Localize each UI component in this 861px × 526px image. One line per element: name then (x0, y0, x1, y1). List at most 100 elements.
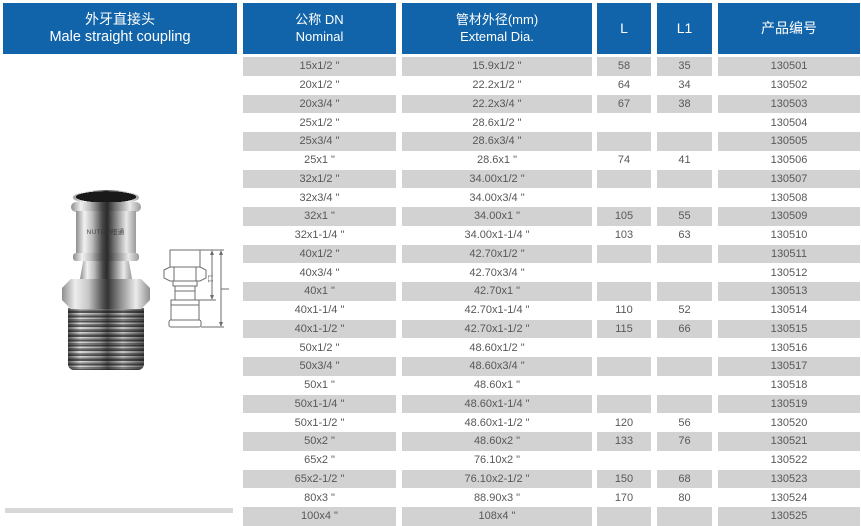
cell-code: 130515 (718, 319, 860, 339)
cell-external: 34.00x1-1/4 " (464, 229, 530, 242)
cell-nominal: 40x1-1/4 " (294, 304, 345, 317)
cell-l1 (657, 507, 712, 526)
cell-l1 (657, 169, 712, 189)
cell-external: 108x4 " (402, 507, 592, 526)
cell-nominal: 20x1/2 " (299, 79, 340, 92)
table-row: 32x1 " 34.00x1 " 105 55 130509 (0, 207, 861, 226)
cell-nominal: 40x1/2 " (243, 244, 396, 264)
cell-code: 130519 (718, 394, 860, 414)
cell-l: 103 (614, 229, 634, 242)
product-image-panel: NUTOP纽通 (0, 54, 240, 526)
cell-nominal: 65x2 " (304, 454, 335, 467)
table-row: 40x1-1/2 " 42.70x1-1/2 " 115 66 130515 (0, 319, 861, 339)
cell-l1: 41 (678, 154, 691, 167)
cell-l1: 63 (678, 229, 691, 242)
cell-external: 48.60x3/4 " (402, 357, 592, 376)
product-title-header: 外牙直接头 Male straight coupling (3, 3, 237, 54)
cell-l: 115 (597, 319, 651, 339)
cell-code: 130509 (718, 207, 860, 226)
cell-l1 (657, 113, 712, 132)
table-row: 50x1 " 48.60x1 " 130518 (0, 376, 861, 395)
cell-nominal: 32x3/4 " (299, 191, 340, 204)
cell-external: 48.60x1-1/4 " (402, 394, 592, 414)
cell-code: 130520 (770, 416, 808, 429)
cell-nominal: 50x1-1/4 " (243, 394, 396, 414)
cell-code: 130505 (718, 132, 860, 151)
cell-nominal: 80x3 " (304, 491, 335, 504)
cell-l1: 66 (657, 319, 712, 339)
cell-nominal: 32x1/2 " (243, 169, 396, 189)
cell-l1 (657, 394, 712, 414)
cell-l1: 55 (657, 207, 712, 226)
cell-l: 67 (597, 94, 651, 114)
table-row: 40x1/2 " 42.70x1/2 " 130511 (0, 244, 861, 264)
fitting-press-opening (73, 190, 139, 205)
cell-nominal: 50x1/2 " (299, 341, 340, 354)
cell-l: 170 (614, 491, 634, 504)
cell-code: 130525 (718, 507, 860, 526)
dimension-drawing: L1 (163, 249, 229, 328)
cell-l (597, 357, 651, 376)
cell-external: 22.2x1/2 " (472, 79, 522, 92)
dimension-label-l1: L1 (206, 275, 213, 283)
cell-l1: 76 (657, 432, 712, 451)
cell-external: 48.60x1 " (473, 379, 521, 392)
table-row: 40x3/4 " 42.70x3/4 " 130512 (0, 263, 861, 282)
column-header-external-dia: 管材外径(mm) Extemal Dia. (402, 3, 592, 54)
cell-l (597, 188, 651, 207)
cell-l (597, 113, 651, 132)
cell-nominal: 32x1-1/4 " (294, 229, 345, 242)
column-header-nominal: 公称 DN Nominal (243, 3, 396, 54)
cell-nominal: 50x2 " (243, 432, 396, 451)
table-row: 80x3 " 88.90x3 " 170 80 130524 (0, 488, 861, 507)
cell-l: 133 (597, 432, 651, 451)
cell-l1: 56 (678, 416, 691, 429)
cell-l1: 34 (678, 79, 691, 92)
cell-external: 48.60x2 " (402, 432, 592, 451)
table-row: 25x3/4 " 28.6x3/4 " 130505 (0, 132, 861, 151)
column-header-l1: L1 (657, 3, 712, 54)
cell-l: 74 (617, 154, 631, 167)
cell-l: 105 (597, 207, 651, 226)
cell-l: 150 (597, 469, 651, 489)
cell-nominal: 25x1 " (304, 154, 335, 167)
cell-l (597, 282, 651, 301)
cell-l1: 38 (657, 94, 712, 114)
column-header-external-cn: 管材外径(mm) (455, 11, 539, 27)
cell-code: 130518 (770, 379, 808, 392)
cell-l1 (657, 188, 712, 207)
cell-l (597, 244, 651, 264)
cell-code: 130524 (770, 491, 808, 504)
cell-external: 34.00x1/2 " (402, 169, 592, 189)
cell-l (597, 338, 651, 357)
cell-l1: 35 (657, 57, 712, 76)
table-row: 32x1/2 " 34.00x1/2 " 130507 (0, 169, 861, 189)
cell-code: 130523 (718, 469, 860, 489)
cell-nominal: 50x1-1/2 " (294, 416, 345, 429)
cell-l1 (657, 263, 712, 282)
table-row: 50x1-1/4 " 48.60x1-1/4 " 130519 (0, 394, 861, 414)
cell-code: 130507 (718, 169, 860, 189)
table-row: 50x1-1/2 " 48.60x1-1/2 " 120 56 130520 (0, 413, 861, 432)
column-header-nominal-cn: 公称 DN (295, 11, 344, 27)
cell-code: 130502 (770, 79, 808, 92)
cell-nominal: 32x1 " (243, 207, 396, 226)
cell-code: 130517 (718, 357, 860, 376)
column-header-product-code: 产品编号 (718, 3, 860, 54)
cell-l1 (657, 376, 712, 395)
cell-external: 28.6x3/4 " (402, 132, 592, 151)
cell-code: 130512 (770, 266, 808, 279)
table-row: 65x2-1/2 " 76.10x2-1/2 " 150 68 130523 (0, 469, 861, 489)
cell-l (597, 169, 651, 189)
cell-code: 130508 (770, 191, 808, 204)
left-footer-strip (5, 508, 233, 513)
table-row: 25x1 " 28.6x1 " 74 41 130506 (0, 151, 861, 170)
fitting-threads (68, 308, 144, 370)
cell-l1: 80 (678, 491, 691, 504)
table-row: 20x1/2 " 22.2x1/2 " 64 34 130502 (0, 76, 861, 95)
cell-code: 130522 (770, 454, 808, 467)
cell-nominal: 50x3/4 " (243, 357, 396, 376)
cell-code: 130511 (718, 244, 860, 264)
table-row: 50x1/2 " 48.60x1/2 " 130516 (0, 338, 861, 357)
